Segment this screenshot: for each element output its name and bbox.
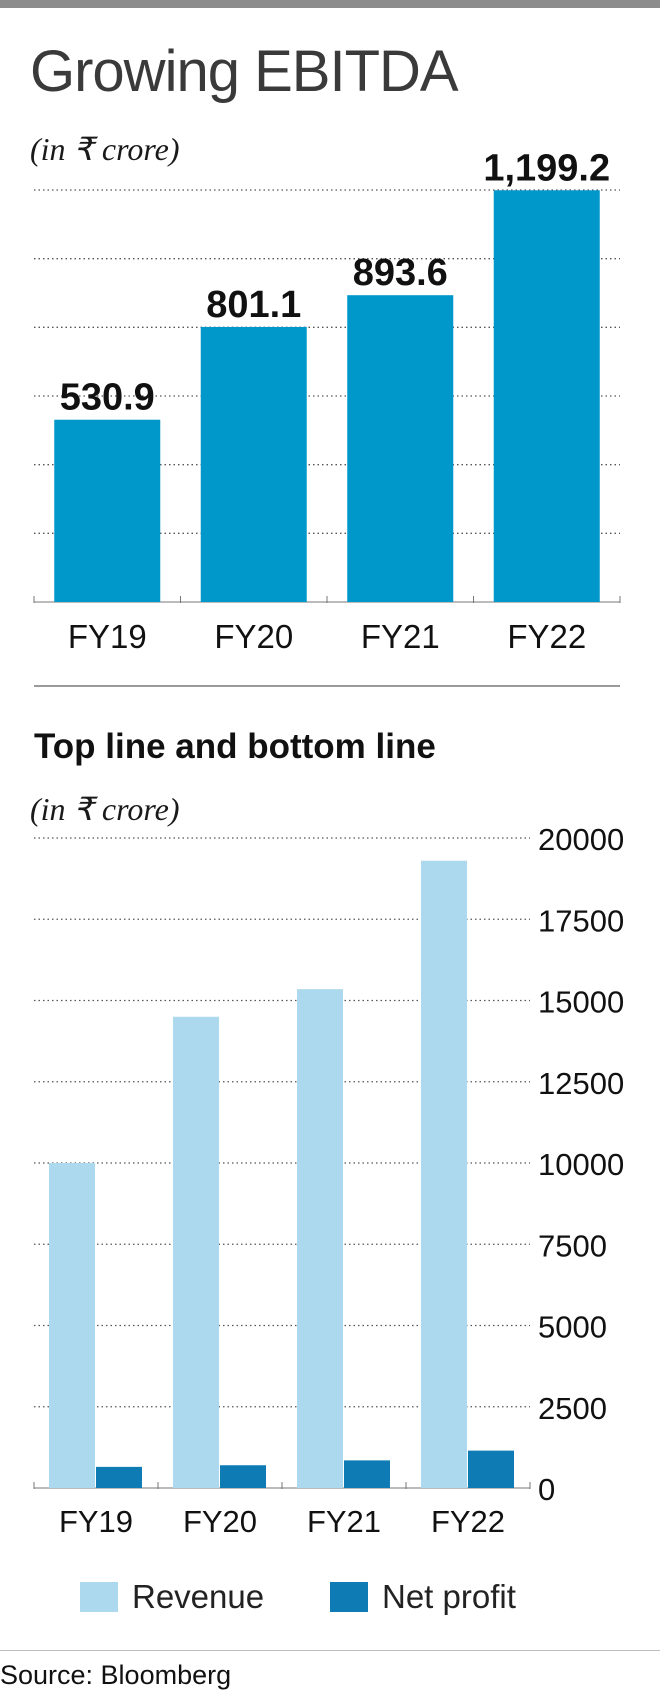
y-tick-label-20000: 20000	[538, 822, 624, 857]
ebitda-bar-fy19	[54, 419, 161, 602]
revenue-profit-chart: 0 2500 5000 7500 10000 12500 15000 17500 20000 FY…	[33, 822, 624, 1539]
chart1-title: Growing EBITDA	[30, 39, 459, 104]
y-tick-label-2500: 2500	[538, 1391, 607, 1426]
legend-net-profit: Net profit	[330, 1578, 516, 1616]
ebitda-category-label-fy20: FY20	[214, 618, 293, 655]
y-tick-label-10000: 10000	[538, 1147, 624, 1182]
chart2-unit: (in ₹ crore)	[30, 791, 180, 827]
ebitda-category-label-fy19: FY19	[68, 618, 147, 655]
ebitda-bar-fy21	[347, 295, 454, 602]
legend-revenue: Revenue	[80, 1578, 264, 1616]
y-tick-label-7500: 7500	[538, 1228, 607, 1263]
net-profit-bar-fy22	[468, 1450, 514, 1488]
legend-net-profit-swatch	[330, 1582, 368, 1612]
chart-separator	[34, 685, 620, 687]
ebitda-bar-fy20	[200, 326, 307, 602]
ebitda-value-label-fy20: 801.1	[206, 284, 301, 326]
ebitda-value-label-fy19: 530.9	[60, 377, 155, 419]
revenue-bar-fy19	[49, 1163, 95, 1488]
category-label-fy21: FY21	[307, 1504, 381, 1539]
y-tick-label-5000: 5000	[538, 1310, 607, 1345]
category-label-fy19: FY19	[59, 1504, 133, 1539]
net-profit-bar-fy20	[220, 1465, 266, 1488]
ebitda-value-label-fy22: 1,199.2	[483, 147, 610, 189]
revenue-bar-fy21	[297, 989, 343, 1488]
ebitda-category-label-fy22: FY22	[507, 618, 586, 655]
legend-net-profit-label: Net profit	[382, 1578, 516, 1615]
ebitda-category-label-fy21: FY21	[361, 618, 440, 655]
net-profit-bar-fy21	[344, 1460, 390, 1488]
y-tick-label-12500: 12500	[538, 1066, 624, 1101]
y-tick-label-17500: 17500	[538, 903, 624, 938]
legend-revenue-swatch	[80, 1582, 118, 1612]
y-tick-label-0: 0	[538, 1472, 555, 1507]
revenue-bar-fy20	[173, 1016, 219, 1488]
legend-revenue-label: Revenue	[132, 1578, 265, 1615]
ebitda-chart: 530.9 FY19 801.1 FY20 893.6 FY21 1,199.2 FY22	[33, 147, 621, 655]
category-label-fy20: FY20	[183, 1504, 257, 1539]
y-tick-label-15000: 15000	[538, 985, 624, 1020]
category-label-fy22: FY22	[431, 1504, 505, 1539]
source-rule	[0, 1650, 660, 1651]
ebitda-value-label-fy21: 893.6	[353, 252, 448, 294]
net-profit-bar-fy19	[96, 1466, 142, 1488]
chart1-unit: (in ₹ crore)	[30, 131, 180, 167]
source-note: Source: Bloomberg	[0, 1660, 232, 1690]
top-rule	[0, 0, 660, 8]
ebitda-bar-fy22	[493, 190, 600, 603]
chart2-title: Top line and bottom line	[34, 727, 436, 766]
revenue-bar-fy22	[421, 860, 467, 1488]
